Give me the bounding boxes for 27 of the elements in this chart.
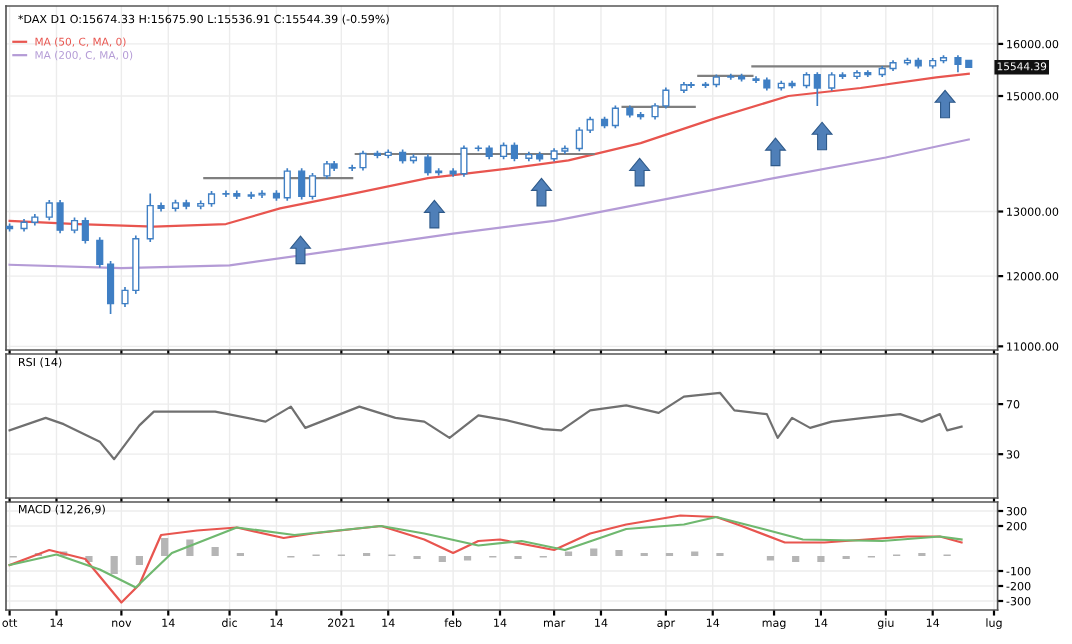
candlestick [611, 104, 619, 130]
candlestick [283, 167, 291, 202]
candlestick [424, 153, 432, 177]
line-series [8, 391, 963, 461]
candlestick [308, 172, 317, 201]
candlestick [298, 167, 306, 201]
bar [135, 556, 144, 565]
candlestick [45, 199, 53, 222]
bar [615, 550, 623, 556]
candlestick [81, 216, 89, 245]
line-series [8, 515, 963, 589]
candlestick [106, 260, 115, 315]
bar [211, 547, 219, 556]
candlestick [828, 71, 836, 92]
bar [161, 538, 169, 556]
bar [817, 556, 825, 562]
bar [590, 548, 598, 556]
candlestick [510, 141, 519, 162]
candlestick [575, 126, 583, 153]
candlestick [96, 236, 104, 269]
bar [792, 556, 800, 562]
candlestick [813, 71, 821, 107]
bar [438, 556, 446, 562]
candlestick [56, 199, 64, 235]
bar [110, 556, 118, 574]
line-series [8, 514, 963, 604]
line-series [8, 138, 970, 270]
